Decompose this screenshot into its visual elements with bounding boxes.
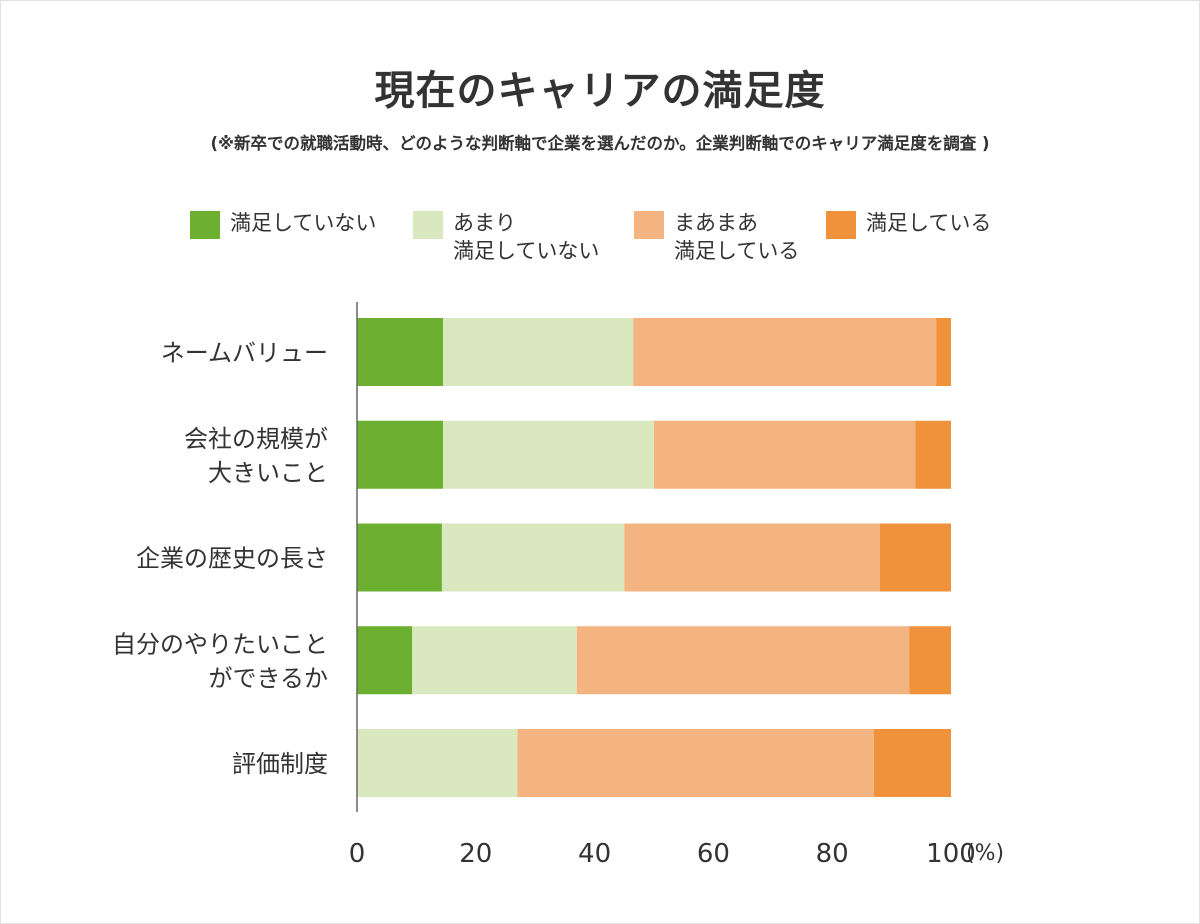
category-label-4: 評価制度 — [232, 750, 328, 778]
category-label-1: 会社の規模が大きいこと — [184, 425, 328, 487]
legend-swatch-fairly-satisfied — [634, 211, 664, 239]
x-tick-label-3: 60 — [697, 839, 730, 869]
bar-segment-4-3 — [873, 729, 951, 797]
bar-segment-3-2 — [576, 626, 910, 695]
category-label-0: ネームバリュー — [161, 339, 328, 367]
bar-segment-4-2 — [517, 729, 874, 797]
x-tick-label-0: 0 — [349, 839, 366, 869]
chart-title: 現在のキャリアの満足度 — [374, 68, 826, 114]
bar-segment-2-1 — [441, 523, 625, 592]
x-unit-label: (%) — [966, 841, 1004, 866]
legend-swatch-not-satisfied — [190, 211, 220, 239]
bar-segment-1-2 — [654, 420, 916, 489]
bar-segment-0-3 — [936, 318, 951, 386]
bar-segment-3-1 — [412, 626, 577, 695]
legend-swatch-somewhat-not-satisfied — [413, 211, 443, 239]
bar-segment-0-2 — [633, 318, 937, 386]
bar-segment-1-0 — [357, 420, 444, 489]
legend-label-somewhat-not-satisfied: あまり 満足していない — [453, 211, 600, 263]
bar-segment-2-2 — [624, 523, 880, 592]
bar-segment-1-1 — [443, 420, 654, 489]
legend-label-fairly-satisfied: まあまあ 満足している — [674, 211, 800, 263]
bar-segment-3-3 — [909, 626, 951, 695]
x-tick-label-2: 40 — [578, 839, 611, 869]
x-tick-label-1: 20 — [459, 839, 492, 869]
chart-subtitle: (※新卒での就職活動時、どのような判断軸で企業を選んだのか。企業判断軸でのキャリ… — [210, 134, 990, 153]
legend-label-satisfied: 満足している — [866, 211, 992, 235]
legend-label-not-satisfied: 満足していない — [230, 211, 377, 235]
bar-segment-1-3 — [915, 420, 951, 489]
x-tick-label-5: 100 — [926, 839, 976, 869]
bar-segment-2-0 — [357, 523, 442, 592]
bar-segment-2-3 — [879, 523, 951, 592]
bar-segment-3-0 — [357, 626, 413, 695]
bar-segment-0-1 — [443, 318, 634, 386]
bar-segment-0-0 — [357, 318, 444, 386]
x-tick-label-4: 80 — [816, 839, 849, 869]
category-label-2: 企業の歴史の長さ — [136, 545, 328, 573]
bar-segment-4-1 — [357, 729, 518, 797]
category-label-3: 自分のやりたいことができるか — [112, 630, 328, 692]
legend-swatch-satisfied — [826, 211, 856, 239]
